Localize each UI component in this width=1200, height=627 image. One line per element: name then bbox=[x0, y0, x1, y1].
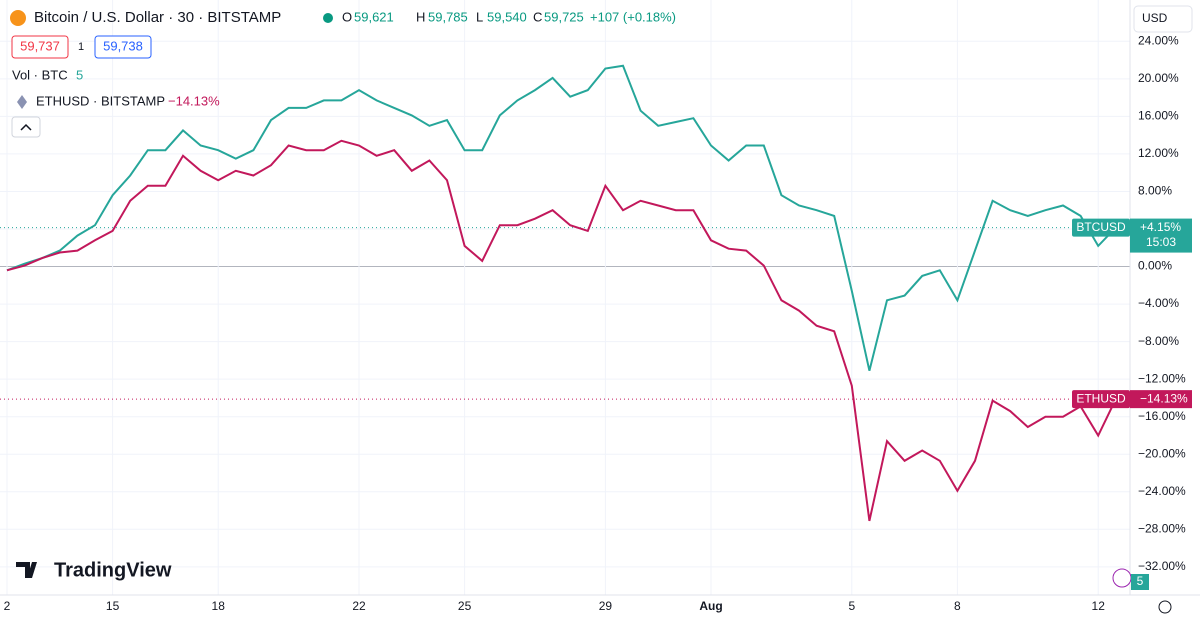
y-tick-label: −24.00% bbox=[1138, 484, 1186, 498]
collapse-button[interactable] bbox=[11, 116, 41, 138]
y-tick-label: 12.00% bbox=[1138, 146, 1179, 160]
x-tick-label: 12 bbox=[1092, 599, 1106, 613]
tag-name: BTCUSD bbox=[1076, 220, 1126, 234]
compare-label: ETHUSD · BITSTAMP bbox=[36, 93, 165, 108]
bid-box[interactable] bbox=[11, 35, 69, 59]
tag-bg bbox=[1072, 390, 1130, 409]
badge-bg bbox=[1131, 574, 1149, 590]
x-tick-label: 8 bbox=[954, 599, 961, 613]
collapse-icon bbox=[20, 123, 32, 131]
y-tick-label: 8.00% bbox=[1138, 184, 1172, 198]
x-tick-label: 2 bbox=[4, 599, 11, 613]
x-tick-label: 18 bbox=[212, 599, 226, 613]
series-line bbox=[6, 139, 1117, 522]
compare-change: −14.13% bbox=[168, 93, 220, 108]
y-tick-label: −28.00% bbox=[1138, 521, 1186, 535]
countdown: 15:03 bbox=[1146, 235, 1176, 249]
status-dot bbox=[323, 13, 333, 23]
grid bbox=[0, 0, 1130, 595]
ohlc-label: L bbox=[476, 9, 483, 24]
price-tag: −14.13% bbox=[1140, 391, 1188, 405]
ohlc: 59,785 bbox=[428, 9, 468, 24]
y-tick-label: −12.00% bbox=[1138, 371, 1186, 385]
price-tag: +4.15% bbox=[1140, 220, 1181, 234]
y-tick-label: −4.00% bbox=[1138, 296, 1179, 310]
price-tag-bg bbox=[1130, 390, 1192, 409]
ohlc: 59,621 bbox=[354, 9, 394, 24]
ask: 59,738 bbox=[103, 38, 143, 53]
spread: 1 bbox=[78, 41, 84, 53]
x-tick-label: 29 bbox=[599, 599, 613, 613]
ohlc-label: H bbox=[416, 9, 425, 24]
tag-bg bbox=[1072, 218, 1130, 237]
y-tick-label: 0.00% bbox=[1138, 259, 1172, 273]
header: Bitcoin / U.S. Dollar · 30 · BITSTAMP O … bbox=[10, 5, 1193, 614]
y-tick-label: −20.00% bbox=[1138, 446, 1186, 460]
change: +107 (+0.18%) bbox=[590, 9, 676, 24]
currency-button[interactable] bbox=[1133, 5, 1193, 33]
symbol: Bitcoin / U.S. Dollar · 30 · BITSTAMP bbox=[34, 9, 281, 26]
logo: TradingView bbox=[54, 559, 172, 581]
plot bbox=[6, 64, 1117, 522]
series-line bbox=[6, 64, 1117, 371]
y-tick-label: −32.00% bbox=[1138, 559, 1186, 573]
ask-box[interactable] bbox=[94, 35, 152, 59]
x-tick-label: 15 bbox=[106, 599, 120, 613]
x-tick-label: 25 bbox=[458, 599, 472, 613]
event-icon[interactable] bbox=[1112, 568, 1132, 588]
y-tick-label: 16.00% bbox=[1138, 109, 1179, 123]
volume-label: Vol · BTC bbox=[12, 67, 68, 82]
tag-name: ETHUSD bbox=[1076, 391, 1126, 405]
badge: 5 bbox=[1137, 574, 1144, 588]
ohlc-label: O bbox=[342, 9, 352, 24]
y-tick-label: 20.00% bbox=[1138, 71, 1179, 85]
y-tick-label: −8.00% bbox=[1138, 334, 1179, 348]
ohlc: 59,540 bbox=[487, 9, 527, 24]
volume: 5 bbox=[76, 67, 83, 82]
y-tick-label: −16.00% bbox=[1138, 409, 1186, 423]
x-tick-label: Aug bbox=[699, 599, 722, 613]
x-tick-label: 5 bbox=[848, 599, 855, 613]
x-tick-label: 22 bbox=[352, 599, 366, 613]
ohlc-label: C bbox=[533, 9, 542, 24]
logo-mark bbox=[16, 562, 37, 578]
eth-icon bbox=[17, 95, 27, 109]
btc-icon bbox=[10, 10, 26, 26]
currency: USD bbox=[1142, 11, 1168, 25]
settings-icon[interactable] bbox=[1158, 600, 1172, 614]
price-tag-bg bbox=[1130, 218, 1192, 253]
bid: 59,737 bbox=[20, 38, 60, 53]
ohlc: 59,725 bbox=[544, 9, 584, 24]
y-tick-label: 24.00% bbox=[1138, 33, 1179, 47]
